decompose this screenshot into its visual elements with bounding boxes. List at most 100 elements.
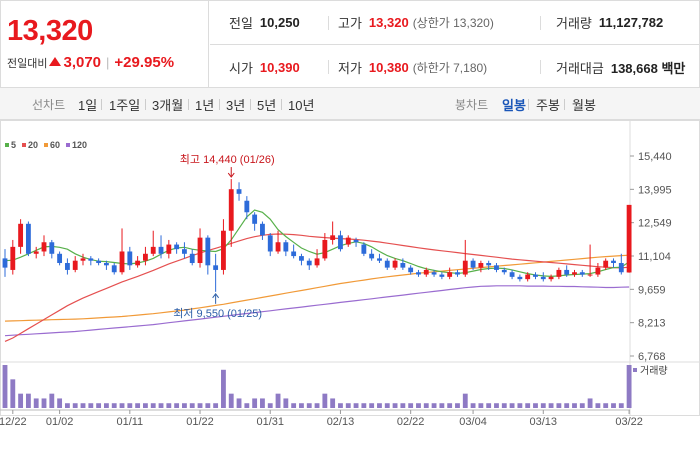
legend-label: 5 [11, 140, 17, 150]
change-percent: +29.95% [114, 54, 175, 71]
legend-item-ma20: 20 [22, 140, 38, 150]
period-1w-button[interactable]: 1주일 [109, 98, 141, 113]
legend-label: 60 [50, 140, 61, 150]
candle-body [150, 246, 156, 254]
stat-value: 10,250 [259, 15, 300, 30]
divider [328, 15, 329, 30]
volume-bar [182, 403, 187, 408]
divider [219, 99, 220, 110]
stat-value: 10,390 [259, 59, 300, 75]
volume-bar [306, 403, 312, 408]
period-3m-button[interactable]: 3개월 [152, 98, 184, 113]
volume-bar [49, 393, 55, 408]
volume-bar [572, 403, 577, 408]
change-row: 전일대비 3,070 | +29.95% [7, 54, 174, 71]
x-tick-label: 03/13 [530, 416, 558, 428]
period-10y-button[interactable]: 10년 [288, 98, 315, 113]
candle-monthly-button[interactable]: 월봉 [572, 98, 596, 113]
x-tick-label: 02/22 [397, 416, 425, 428]
candle-body [25, 223, 31, 254]
volume-bar [96, 403, 102, 408]
candle-body [96, 260, 102, 264]
y-tick-label: 8,213 [638, 318, 666, 330]
candle-body [189, 253, 195, 264]
candle-body [80, 258, 86, 261]
volume-bar [283, 398, 289, 408]
volume-bar [392, 403, 398, 408]
stat-low: 저가 10,380 (하한가 7,180) [329, 58, 540, 77]
volume-bar [556, 403, 562, 408]
volume-bar [400, 403, 406, 408]
candle-body [221, 230, 226, 270]
legend-swatch [44, 143, 49, 147]
candle-body [470, 260, 476, 268]
stat-open: 시가 10,390 [210, 58, 328, 77]
volume-bar [228, 393, 234, 408]
stat-value: 11,127,782 [598, 15, 664, 30]
candle-body [103, 263, 109, 266]
candle-body [267, 235, 273, 252]
volume-bar [369, 403, 375, 408]
high-annotation: 최고 14,440 (01/26) [180, 153, 275, 166]
candle-body [603, 260, 609, 268]
divider [250, 99, 251, 110]
volume-bar [431, 403, 437, 408]
legend-item-ma60: 60 [44, 140, 60, 150]
period-1d-button[interactable]: 1일 [78, 98, 98, 113]
volume-bar [470, 403, 476, 408]
candle-body [330, 235, 336, 240]
ma20-line [4, 233, 630, 342]
period-5y-button[interactable]: 5년 [257, 98, 277, 113]
volume-bar [603, 403, 609, 408]
divider [564, 99, 565, 110]
candle-body [595, 267, 601, 275]
volume-bar [540, 403, 546, 408]
candle-body [400, 263, 406, 268]
volume-bar [377, 403, 382, 408]
x-tick-label: 02/13 [327, 416, 355, 428]
volume-bar [587, 398, 593, 408]
candle-body [525, 274, 531, 280]
volume-bar [25, 393, 31, 408]
y-tick-label: 11,104 [638, 251, 671, 263]
candle-body [72, 260, 78, 270]
stat-label: 고가 [338, 16, 362, 31]
candle-body [41, 242, 47, 252]
volume-bar [158, 403, 164, 408]
chart-legend: 5 20 60 120 [5, 140, 93, 150]
volume-bar [595, 403, 601, 408]
candle-weekly-button[interactable]: 주봉 [536, 98, 560, 113]
volume-bar [260, 398, 265, 408]
stat-value: 13,320 [368, 15, 409, 30]
volume-bar [103, 403, 109, 408]
candle-body [291, 251, 297, 257]
candle-body [228, 189, 234, 231]
high-arrow-head [227, 172, 235, 178]
volume-bar [64, 403, 70, 408]
volume-bar [408, 403, 414, 408]
volume-bar [455, 403, 460, 408]
volume-bar [416, 403, 421, 408]
volume-bar [423, 403, 429, 408]
candle-chart-label: 봉차트 [455, 98, 489, 112]
candlestick-chart[interactable]: 15,440 13,995 12,549 11,104 9,659 8,213 6,768 1… [0, 120, 700, 450]
chart-frame [0, 120, 700, 416]
divider [528, 99, 529, 110]
candle-body [517, 276, 523, 280]
candle-body [174, 244, 180, 250]
legend-swatch [66, 143, 71, 147]
stat-value: 138,668 백만 [610, 60, 686, 76]
legend-swatch [5, 143, 9, 147]
period-1y-button[interactable]: 1년 [195, 98, 215, 113]
stat-label: 거래량 [556, 16, 592, 31]
period-3y-button[interactable]: 3년 [226, 98, 246, 113]
volume-bar [213, 403, 219, 408]
stat-volume: 거래량 11,127,782 [541, 13, 699, 32]
candle-daily-button[interactable]: 일봉 [502, 98, 526, 113]
candle-body [361, 244, 367, 254]
volume-bar [462, 393, 468, 408]
divider [328, 60, 329, 74]
volume-bar [291, 403, 297, 408]
stat-value: 10,380 [368, 59, 409, 75]
volume-bar [174, 403, 180, 408]
